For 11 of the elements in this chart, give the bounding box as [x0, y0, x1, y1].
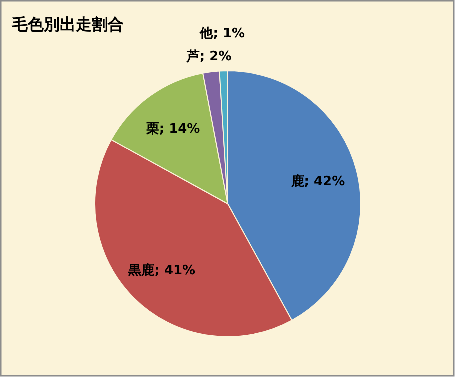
- data-label: ; 2%: [200, 50, 232, 65]
- data-label: ; 14%: [159, 122, 200, 138]
- data-label: ; 42%: [304, 174, 346, 190]
- slice-label: 芦: [186, 50, 200, 65]
- data-label: ; 41%: [154, 263, 196, 278]
- slice-label: 鹿: [290, 173, 304, 190]
- slice-label: 他: [199, 26, 214, 42]
- chart-title: 毛色別出走割合: [11, 15, 124, 34]
- data-label: ; 1%: [213, 26, 246, 42]
- slice-label: 栗: [145, 122, 160, 138]
- slice-label: 黒鹿: [128, 262, 155, 278]
